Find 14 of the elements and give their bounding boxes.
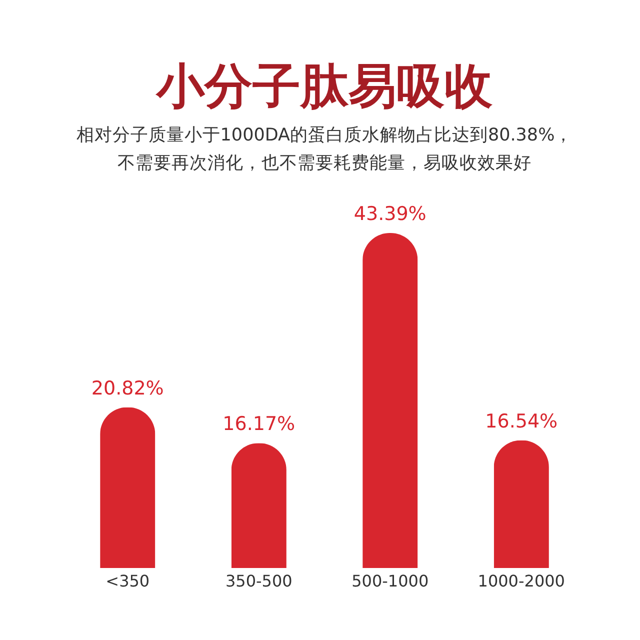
x-tick-label: <350 [106,572,150,590]
x-tick-label: 1000-2000 [478,572,565,590]
data-label: 16.17% [222,413,296,436]
bar [494,440,549,568]
data-label: 16.54% [485,410,558,432]
chart-subtitle: 相对分子质量小于1000DA的蛋白质水解物占比达到80.38%，不需要再次消化，也不需要耗费能量，易吸收效果好 [76,126,573,174]
chart-title: 小分子肽易吸收 [154,58,494,114]
x-tick-label: 350-500 [225,572,292,590]
bar [100,407,156,568]
x-tick-label: 500-1000 [352,572,429,590]
bar [231,443,286,568]
bar [362,233,418,568]
data-label: 20.82% [91,377,164,400]
data-label: 43.39% [354,203,426,225]
